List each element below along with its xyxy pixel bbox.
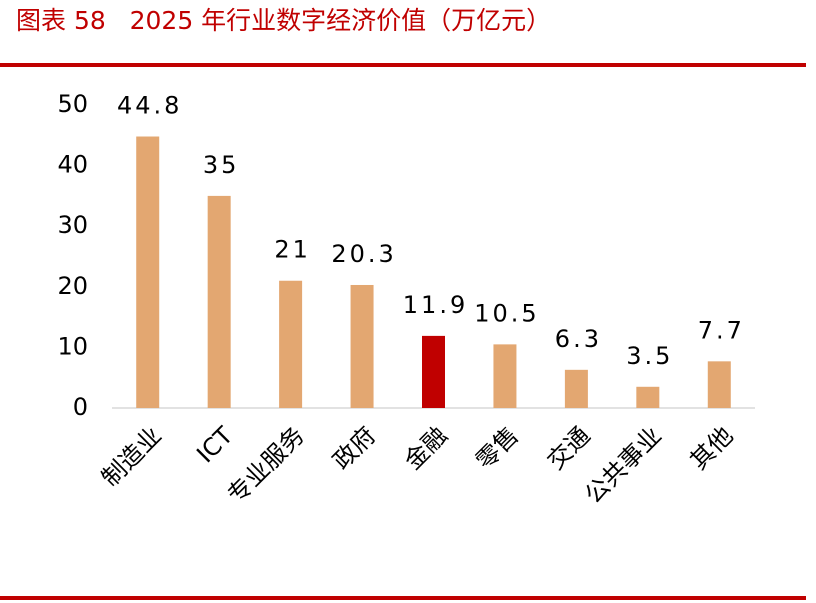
bar [636, 386, 660, 408]
bar [350, 284, 374, 408]
data-label: 44.8 [117, 92, 182, 120]
x-tick-label: ICT [191, 421, 238, 468]
data-label: 21 [274, 236, 311, 264]
data-label: 35 [203, 151, 240, 179]
y-tick-label: 20 [57, 272, 88, 300]
bar [207, 195, 231, 408]
y-tick-label: 0 [73, 393, 88, 421]
x-tick-label: 政府 [328, 421, 382, 475]
x-tick-label: 交通 [542, 421, 596, 475]
bar [422, 335, 445, 408]
x-tick-label: 金融 [399, 421, 453, 475]
x-tick-label: 公共事业 [579, 421, 667, 509]
bottom-rule [0, 596, 806, 600]
data-label: 6.3 [555, 325, 602, 353]
title-rule [0, 63, 806, 67]
bar [136, 136, 160, 408]
y-tick-label: 40 [57, 151, 88, 179]
data-label: 7.7 [698, 316, 745, 344]
bar [707, 361, 731, 408]
x-tick-label: 专业服务 [222, 421, 310, 509]
y-tick-label: 50 [57, 90, 88, 118]
data-label: 3.5 [626, 342, 673, 370]
y-tick-label: 10 [57, 332, 88, 360]
y-tick-label: 30 [57, 211, 88, 239]
chart-title: 图表 58 2025 年行业数字经济价值（万亿元） [16, 6, 551, 35]
data-label: 11.9 [403, 291, 468, 319]
bar [493, 344, 517, 408]
data-label: 10.5 [474, 299, 539, 327]
x-tick-label: 制造业 [96, 421, 167, 492]
x-tick-label: 零售 [470, 421, 524, 475]
x-tick-label: 其他 [685, 421, 739, 475]
bar [279, 280, 303, 408]
data-label: 20.3 [331, 240, 396, 268]
bar [564, 369, 588, 408]
